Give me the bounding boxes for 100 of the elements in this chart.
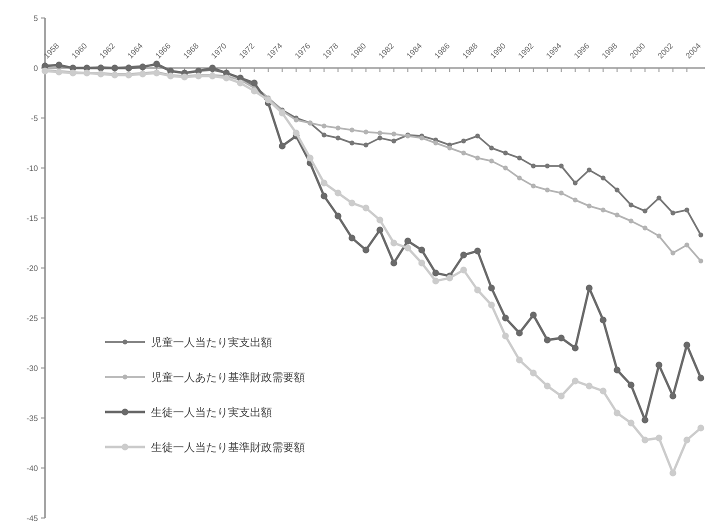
point (614, 366, 620, 374)
point (558, 190, 564, 196)
point (350, 128, 354, 132)
y-tick-label: -10 (26, 164, 39, 173)
point (697, 424, 704, 432)
point (475, 134, 480, 138)
point (530, 184, 536, 188)
point (614, 188, 620, 192)
point (558, 392, 565, 400)
point (320, 192, 328, 200)
point (656, 196, 662, 200)
point (460, 252, 468, 258)
point (614, 410, 620, 416)
point (447, 146, 452, 150)
point (278, 110, 286, 116)
point (600, 208, 606, 212)
point (628, 218, 634, 224)
point (433, 140, 438, 146)
point (670, 470, 676, 476)
point (656, 362, 662, 368)
point (264, 96, 272, 104)
point (376, 216, 384, 224)
point (461, 138, 466, 144)
point (670, 392, 676, 400)
point (404, 244, 412, 252)
point (418, 246, 426, 254)
point (642, 436, 648, 444)
point (684, 242, 690, 248)
point (642, 208, 648, 214)
point (642, 416, 648, 424)
point (460, 266, 468, 274)
point (322, 124, 326, 128)
point (222, 74, 230, 82)
point (364, 130, 368, 134)
point (488, 284, 495, 292)
point (348, 234, 356, 242)
point (418, 260, 426, 266)
point (516, 330, 523, 336)
point (502, 314, 509, 322)
point (642, 226, 648, 230)
point (600, 388, 607, 394)
point (600, 316, 607, 324)
point (432, 270, 440, 276)
point (364, 142, 368, 148)
y-tick-label: 0 (34, 64, 39, 73)
point (670, 250, 676, 256)
point (502, 332, 509, 340)
point (684, 208, 690, 212)
point (656, 434, 662, 442)
legend-label: 生徒一人当たり実支出額 (151, 406, 272, 419)
y-tick-label: 5 (34, 14, 39, 23)
y-tick-label: -20 (26, 264, 39, 273)
point (377, 136, 382, 140)
point (544, 382, 551, 390)
point (474, 286, 481, 294)
point (628, 420, 634, 426)
point (348, 200, 356, 206)
point (404, 238, 412, 244)
point (250, 88, 258, 94)
point (572, 378, 579, 384)
point (391, 132, 396, 136)
point (474, 248, 481, 254)
point (572, 344, 579, 352)
point (489, 158, 494, 164)
y-tick-label: -30 (26, 364, 39, 373)
point (461, 150, 466, 156)
point (530, 164, 536, 168)
point (475, 156, 480, 160)
point (544, 164, 550, 168)
point (306, 154, 314, 162)
point (517, 156, 522, 160)
point (322, 132, 326, 138)
point (614, 212, 620, 218)
point (683, 436, 690, 444)
point (698, 232, 704, 238)
point (278, 142, 286, 150)
point (362, 204, 370, 212)
point (572, 198, 578, 202)
point (586, 382, 593, 390)
point (390, 240, 398, 246)
y-tick-label: -40 (26, 464, 39, 473)
point (376, 226, 384, 234)
point (558, 334, 565, 342)
point (586, 168, 592, 172)
point (683, 342, 690, 348)
point (336, 136, 340, 140)
legend-label: 児童一人当たり実支出額 (151, 336, 272, 349)
point (530, 312, 537, 318)
point (503, 166, 508, 170)
y-tick-label: -5 (30, 114, 39, 123)
point (517, 176, 522, 180)
point (432, 278, 440, 284)
point (572, 180, 578, 186)
point (488, 302, 495, 308)
point (586, 204, 592, 208)
point (236, 80, 244, 86)
point (697, 374, 704, 382)
point (320, 180, 328, 186)
point (503, 150, 508, 156)
point (670, 210, 676, 216)
